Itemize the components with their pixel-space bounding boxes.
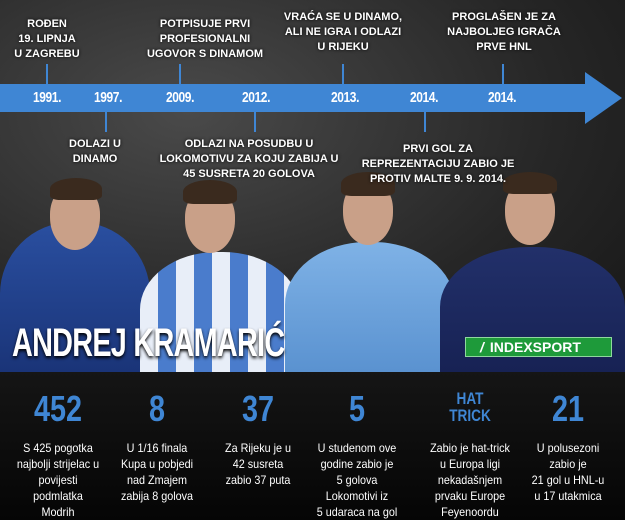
timeline-event: ODLAZI NA POSUDBU U LOKOMOTIVU ZA KOJU Z… (159, 138, 339, 180)
stat-value: HAT TRICK (449, 389, 491, 425)
timeline-connector (46, 64, 48, 84)
player-hair (341, 172, 395, 196)
logo-swoosh-icon: / (480, 339, 484, 355)
timeline-event: VRAĆA SE U DINAMO, ALI NE IGRA I ODLAZI … (283, 11, 403, 53)
player-name: ANDREJ KRAMARIĆ (12, 321, 285, 365)
stat-description: Za Rijeku je u 42 susreta zabio 37 puta (224, 441, 292, 487)
timeline-connector (179, 64, 181, 84)
indexsport-logo: / INDEXSPORT (465, 337, 612, 357)
timeline-year: 2013. (330, 89, 360, 106)
stat-item: 37 Za Rijeku je u 42 susreta zabio 37 put… (203, 390, 313, 488)
stat-description: U polusezoni zabio je 21 gol u HNL-u u 1… (531, 441, 605, 503)
stat-description: Zabio je hat-trick u Europa ligi nekadaš… (430, 441, 510, 519)
timeline-event: PRVI GOL ZA REPREZENTACIJU ZABIO JE PROT… (361, 143, 515, 185)
timeline-event: POTPISUJE PRVI PROFESIONALNI UGOVOR S DI… (146, 18, 264, 60)
timeline-year: 1991. (32, 89, 62, 106)
stat-value: 452 (33, 388, 83, 429)
timeline-connector (424, 112, 426, 132)
timeline-event: ROĐEN 19. LIPNJA U ZAGREBU (14, 18, 80, 60)
timeline-year: 2014. (487, 89, 517, 106)
player-photo-lokomotiva (140, 252, 300, 372)
player-photo-rijeka (285, 242, 455, 372)
stat-description: S 425 pogotka najbolji strijelac u povij… (16, 441, 100, 519)
stat-description: U studenom ove godine zabio je 5 golova … (316, 441, 398, 519)
timeline-event: PROGLAŠEN JE ZA NAJBOLJEG IGRAČA PRVE HN… (447, 11, 561, 53)
stat-item: 452 S 425 pogotka najbolji strijelac u po… (3, 390, 113, 520)
timeline-year: 1997. (93, 89, 123, 106)
stat-description: U 1/16 finala Kupa u pobjedi nad Zmajem … (120, 441, 194, 503)
player-hair (50, 178, 102, 200)
timeline-event: DOLAZI U DINAMO (69, 138, 121, 165)
stat-item: HAT TRICK Zabio je hat-trick u Europa lig… (415, 390, 525, 520)
stat-value: 8 (148, 388, 166, 429)
player-hair (183, 180, 237, 204)
stats-section: 452 S 425 pogotka najbolji strijelac u po… (0, 372, 625, 520)
stat-item: 5 U studenom ove godine zabio je 5 golova… (302, 390, 412, 520)
stat-value: 21 (551, 388, 585, 429)
stat-value: 37 (241, 388, 275, 429)
timeline-year: 2009. (165, 89, 195, 106)
timeline-connector (342, 64, 344, 84)
timeline-connector (254, 112, 256, 132)
timeline-arrow (0, 84, 590, 112)
player-hair (503, 172, 557, 194)
stat-item: 8 U 1/16 finala Kupa u pobjedi nad Zmajem… (102, 390, 212, 504)
timeline-year: 2012. (241, 89, 271, 106)
timeline-connector (502, 64, 504, 84)
timeline-year: 2014. (409, 89, 439, 106)
timeline-arrow-head (585, 72, 622, 124)
stat-item: 21 U polusezoni zabio je 21 gol u HNL-u u… (513, 390, 623, 504)
stat-value: 5 (348, 388, 366, 429)
header-photo-area: 1991. 1997. 2009. 2012. 2013. 2014. 2014… (0, 0, 625, 372)
logo-text: INDEXSPORT (489, 339, 581, 355)
timeline-connector (105, 112, 107, 132)
